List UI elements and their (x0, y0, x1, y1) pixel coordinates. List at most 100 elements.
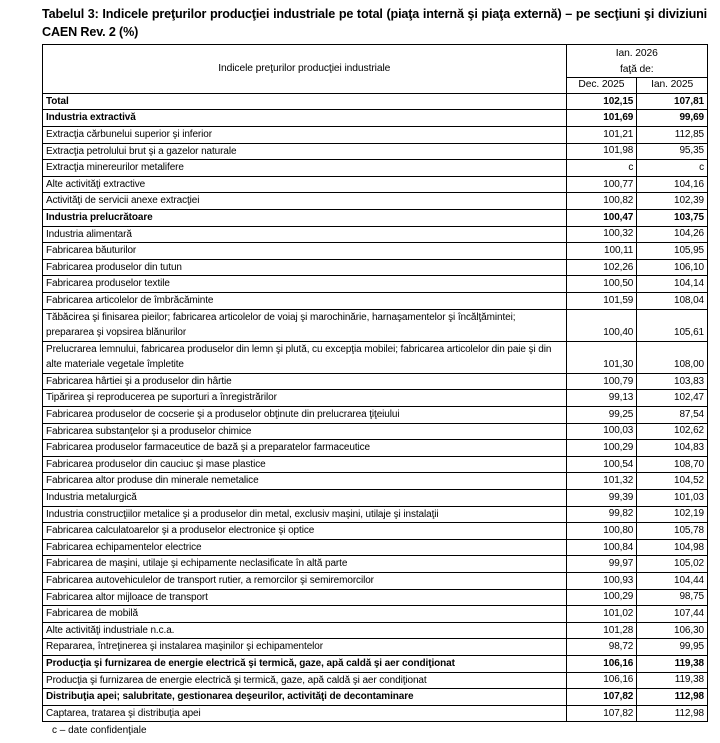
value-dec-2025: 102,15 (565, 92, 638, 111)
value-jan-2025: 104,98 (636, 538, 708, 557)
value-dec-2025: 107,82 (565, 688, 638, 706)
row-label: Tipărirea şi reproducerea pe suporturi a… (42, 389, 567, 408)
row-label: Fabricarea articolelor de îmbrăcăminte (42, 291, 567, 310)
value-dec-2025: 99,39 (565, 489, 638, 507)
value-dec-2025: 100,93 (565, 572, 638, 590)
value-jan-2025: 104,16 (636, 175, 708, 194)
value-jan-2025: 103,75 (636, 208, 708, 227)
row-label: Alte activităţi extractive (42, 175, 567, 194)
value-jan-2025: 105,02 (636, 555, 708, 574)
value-dec-2025: 100,80 (565, 522, 638, 540)
row-label: Distribuţia apei; salubritate, gestionar… (42, 688, 567, 706)
table-row: Fabricarea produselor din tutun 102,26 106… (42, 258, 708, 277)
value-dec-2025: 100,54 (565, 455, 638, 474)
table-row: Producţia şi furnizarea de energie elect… (42, 654, 708, 673)
table-row: Fabricarea produselor farmaceutice de ba… (42, 439, 708, 457)
table-row: Extracţia petrolului brut şi a gazelor n… (42, 142, 708, 161)
row-header: Indicele preţurilor producţiei industria… (42, 44, 567, 94)
row-label: Producţia şi furnizarea de energie elect… (42, 654, 567, 673)
value-dec-2025: 106,16 (565, 671, 638, 690)
row-label: Fabricarea produselor din tutun (42, 258, 567, 277)
table-row: Captarea, tratarea şi distribuţia apei 10… (42, 704, 708, 723)
table-row: Tipărirea şi reproducerea pe suporturi a… (42, 389, 708, 408)
value-jan-2025: 112,85 (636, 125, 708, 144)
value-jan-2025: 99,95 (636, 638, 708, 656)
table-row: Industria extractivă 101,69 99,69 (42, 109, 708, 127)
value-jan-2025: 104,83 (636, 439, 708, 457)
period-header: Ian. 2026 faţă de: (565, 44, 708, 78)
row-label: Fabricarea autovehiculelor de transport … (42, 572, 567, 590)
table-title: Tabelul 3: Indicele preţurilor producţie… (42, 7, 707, 39)
table-row: Fabricarea altor mijloace de transport 10… (42, 588, 708, 607)
value-jan-2025: 112,98 (636, 688, 708, 706)
value-dec-2025: 101,32 (565, 472, 638, 491)
table-row: Fabricarea de maşini, utilaje şi echipam… (42, 555, 708, 574)
value-dec-2025: 100,79 (565, 372, 638, 391)
table-row: Fabricarea echipamentelor electrice 100,8… (42, 538, 708, 557)
row-label: Producţia şi furnizarea de energie elect… (42, 671, 567, 690)
row-label: Fabricarea altor produse din minerale ne… (42, 472, 567, 491)
row-label: Captarea, tratarea şi distribuţia apei (42, 704, 567, 723)
table-row: Extracţia cărbunelui superior şi inferio… (42, 125, 708, 144)
row-label: Prelucrarea lemnului, fabricarea produse… (42, 340, 567, 374)
table-row: Alte activităţi industriale n.c.a. 101,28… (42, 621, 708, 640)
row-label: Alte activităţi industriale n.c.a. (42, 621, 567, 640)
table-row: Fabricarea calculatoarelor şi a produsel… (42, 522, 708, 540)
value-jan-2025: 105,78 (636, 522, 708, 540)
value-jan-2025: 103,83 (636, 372, 708, 391)
table-row: Industria metalurgică 99,39 101,03 (42, 489, 708, 507)
value-dec-2025: c (565, 159, 638, 177)
value-dec-2025: 100,47 (565, 208, 638, 227)
row-label: Industria metalurgică (42, 489, 567, 507)
value-jan-2025: 107,44 (636, 605, 708, 623)
value-jan-2025: 108,70 (636, 455, 708, 474)
table-row: Prelucrarea lemnului, fabricarea produse… (42, 340, 708, 374)
table-row: Fabricarea de mobilă 101,02 107,44 (42, 605, 708, 623)
row-label: Tăbăcirea şi finisarea pieilor; fabricar… (42, 308, 567, 342)
table-row: Industria construcţiilor metalice şi a p… (42, 505, 708, 524)
value-jan-2025: 101,03 (636, 489, 708, 507)
value-dec-2025: 101,02 (565, 605, 638, 623)
value-jan-2025: 119,38 (636, 654, 708, 673)
value-dec-2025: 101,30 (565, 340, 638, 374)
table-row: Fabricarea produselor textile 100,50 104,1… (42, 275, 708, 293)
row-label: Fabricarea echipamentelor electrice (42, 538, 567, 557)
row-label: Industria construcţiilor metalice şi a p… (42, 505, 567, 524)
value-jan-2025: 119,38 (636, 671, 708, 690)
row-label: Fabricarea hârtiei şi a produselor din h… (42, 372, 567, 391)
row-label: Fabricarea calculatoarelor şi a produsel… (42, 522, 567, 540)
value-jan-2025: 112,98 (636, 704, 708, 723)
table-row: Distribuţia apei; salubritate, gestionar… (42, 688, 708, 706)
row-label: Total (42, 92, 567, 111)
table-row: Extracţia minereurilor metalifere c c (42, 159, 708, 177)
row-label: Repararea, întreţinerea şi instalarea ma… (42, 638, 567, 656)
value-dec-2025: 100,32 (565, 225, 638, 244)
value-jan-2025: 98,75 (636, 588, 708, 607)
value-jan-2025: 108,04 (636, 291, 708, 310)
value-dec-2025: 99,82 (565, 505, 638, 524)
value-dec-2025: 102,26 (565, 258, 638, 277)
value-dec-2025: 99,97 (565, 555, 638, 574)
value-jan-2025: 104,26 (636, 225, 708, 244)
table-row: Fabricarea produselor de cocserie şi a p… (42, 406, 708, 424)
value-dec-2025: 98,72 (565, 638, 638, 656)
value-dec-2025: 100,84 (565, 538, 638, 557)
value-jan-2025: 104,44 (636, 572, 708, 590)
table-row: Tăbăcirea şi finisarea pieilor; fabricar… (42, 308, 708, 342)
value-jan-2025: 105,95 (636, 242, 708, 260)
row-label: Fabricarea substanţelor şi a produselor … (42, 422, 567, 441)
table-row: Fabricarea băuturilor 100,11 105,95 (42, 242, 708, 260)
value-dec-2025: 99,25 (565, 406, 638, 424)
row-label: Fabricarea băuturilor (42, 242, 567, 260)
value-dec-2025: 101,69 (565, 109, 638, 127)
col-dec-2025-header: Dec. 2025 (565, 77, 638, 94)
row-label: Extracţia cărbunelui superior şi inferio… (42, 125, 567, 144)
row-label: Activităţi de servicii anexe extracţiei (42, 192, 567, 210)
table-row: Industria prelucrătoare 100,47 103,75 (42, 208, 708, 227)
table-row: Producţia şi furnizarea de energie elect… (42, 671, 708, 690)
value-jan-2025: 108,00 (636, 340, 708, 374)
value-dec-2025: 100,40 (565, 308, 638, 342)
table-row: Fabricarea altor produse din minerale ne… (42, 472, 708, 491)
row-label: Industria prelucrătoare (42, 208, 567, 227)
